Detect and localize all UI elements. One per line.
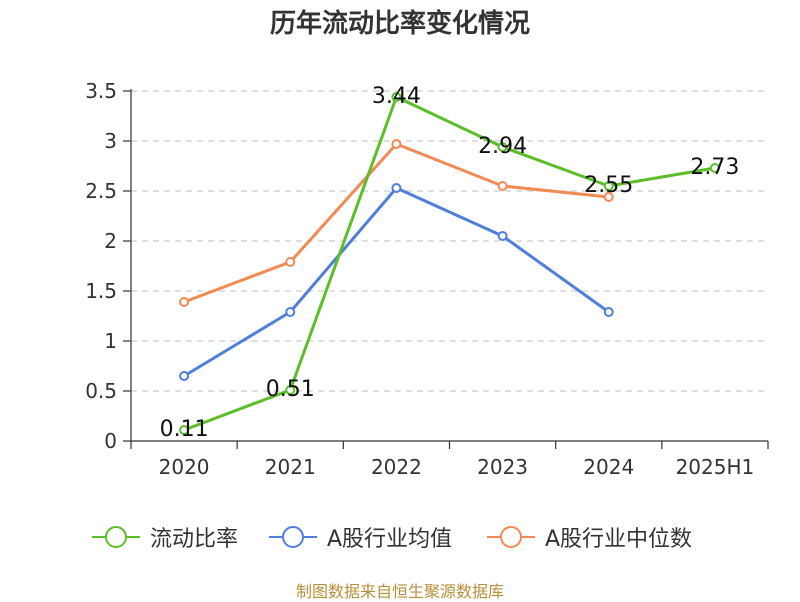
data-point — [179, 425, 190, 435]
chart-legend: 流动比率 A股行业均值 A股行业中位数 — [0, 517, 800, 557]
legend-marker-blue-icon — [269, 526, 317, 548]
legend-label: A股行业均值 — [327, 527, 453, 552]
y-tick-label: 0.5 — [85, 379, 117, 403]
x-tick-label: 2022 — [371, 455, 422, 479]
series-line — [182, 186, 611, 378]
legend-marker-green-icon — [92, 526, 140, 548]
data-point — [709, 163, 720, 173]
data-point — [391, 139, 402, 149]
data-point — [497, 142, 508, 152]
data-point — [285, 257, 296, 267]
data-point — [179, 297, 190, 307]
series-line — [182, 142, 611, 304]
y-tick-label: 1 — [104, 329, 117, 353]
data-label: 0.51 — [266, 377, 315, 402]
y-tick-label: 2 — [104, 229, 117, 253]
data-point — [391, 92, 402, 102]
data-label: 0.11 — [160, 417, 209, 442]
y-tick-label: 2.5 — [85, 179, 117, 203]
legend-item-industry-mean[interactable]: A股行业均值 — [269, 517, 452, 557]
chart-title: 历年流动比率变化情况 — [269, 9, 530, 39]
x-tick-label: 2023 — [477, 455, 528, 479]
legend-marker-orange-icon — [487, 526, 535, 548]
x-tick-label: 2025H1 — [676, 455, 755, 479]
data-point — [603, 192, 614, 202]
data-point — [497, 231, 508, 241]
legend-item-industry-median[interactable]: A股行业中位数 — [487, 517, 692, 557]
x-tick-label: 2020 — [159, 455, 210, 479]
data-point — [285, 385, 296, 395]
legend-label: A股行业中位数 — [545, 527, 693, 552]
legend-label: 流动比率 — [150, 527, 239, 552]
x-tick-label: 2024 — [583, 455, 634, 479]
y-tick-label: 1.5 — [85, 279, 117, 303]
data-point — [179, 371, 190, 381]
data-label: 2.55 — [584, 173, 633, 198]
legend-item-current-ratio[interactable]: 流动比率 — [92, 517, 238, 557]
x-tick-label: 2021 — [265, 455, 316, 479]
series-line — [182, 95, 717, 432]
y-tick-label: 3 — [104, 129, 117, 153]
data-point — [603, 181, 614, 191]
data-point — [603, 307, 614, 317]
data-label: 3.44 — [372, 84, 421, 109]
data-label: 2.94 — [478, 134, 527, 159]
data-point — [391, 183, 402, 193]
data-point — [497, 181, 508, 191]
y-tick-label: 0 — [104, 429, 117, 453]
data-point — [285, 307, 296, 317]
y-tick-label: 3.5 — [85, 79, 117, 103]
data-label: 2.73 — [690, 155, 739, 180]
source-note: 制图数据来自恒生聚源数据库 — [295, 582, 504, 601]
